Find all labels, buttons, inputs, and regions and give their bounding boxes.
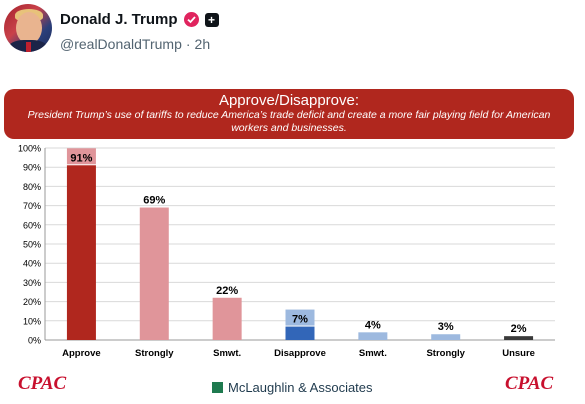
- category-label: Smwt.: [213, 348, 241, 359]
- data-label: 4%: [365, 319, 381, 331]
- bar: [66, 165, 96, 340]
- avatar-face: [16, 12, 42, 44]
- y-tick-label: 30%: [23, 278, 41, 288]
- category-label: Strongly: [135, 348, 174, 359]
- avatar-tie: [26, 42, 31, 52]
- y-tick-label: 90%: [23, 163, 41, 173]
- post-subheader: @realDonaldTrump · 2h: [60, 36, 210, 52]
- category-label: Strongly: [426, 348, 465, 359]
- chart-subtitle: President Trump’s use of tariffs to redu…: [27, 109, 551, 134]
- verified-badge-icon: [183, 12, 199, 27]
- chart-title: Approve/Disapprove:: [218, 92, 360, 109]
- category-label: Unsure: [502, 348, 535, 359]
- data-label: 7%: [292, 314, 308, 326]
- bar-chart: 0% 10% 20% 30% 40% 50% 60% 70% 80% 90% 100% 91% Appr…: [18, 144, 555, 359]
- y-tick-label: 100%: [18, 144, 41, 154]
- category-label: Smwt.: [359, 348, 387, 359]
- bar: [504, 336, 534, 340]
- y-tick-label: 20%: [23, 297, 41, 307]
- data-label: 2%: [511, 323, 527, 335]
- data-label: 22%: [216, 285, 238, 297]
- author-name[interactable]: Donald J. Trump: [60, 11, 178, 28]
- bar: [358, 332, 388, 340]
- bar: [431, 334, 461, 340]
- category-label: Disapprove: [274, 348, 326, 359]
- separator-dot: ·: [185, 36, 191, 52]
- bar: [139, 207, 169, 340]
- y-tick-label: 0%: [28, 336, 41, 346]
- post-timestamp[interactable]: 2h: [194, 36, 211, 52]
- bar: [285, 326, 315, 340]
- data-label: 69%: [143, 195, 165, 207]
- mclaughlin-icon: [212, 382, 223, 393]
- mclaughlin-logo: McLaughlin & Associates: [212, 380, 373, 395]
- data-label-box: [66, 148, 96, 165]
- y-tick-label: 70%: [23, 201, 41, 211]
- y-tick-label: 60%: [23, 220, 41, 230]
- y-tick-label: 40%: [23, 259, 41, 269]
- data-label: 3%: [438, 321, 454, 333]
- plus-icon[interactable]: +: [204, 12, 219, 27]
- post-header: Donald J. Trump +: [60, 11, 219, 28]
- category-label: Approve: [62, 348, 101, 359]
- data-label: 91%: [70, 152, 92, 164]
- data-label-box: [285, 309, 315, 326]
- y-tick-label: 50%: [23, 240, 41, 250]
- author-handle[interactable]: @realDonaldTrump: [60, 36, 182, 52]
- cpac-logo-left: CPAC: [18, 373, 67, 394]
- poll-chart-image[interactable]: Approve/Disapprove: President Trump’s us…: [0, 85, 585, 404]
- chart-banner: Approve/Disapprove: President Trump’s us…: [4, 89, 574, 139]
- author-avatar[interactable]: [4, 4, 52, 52]
- bar: [212, 297, 242, 340]
- mclaughlin-text: McLaughlin & Associates: [228, 380, 373, 395]
- y-tick-label: 10%: [23, 316, 41, 326]
- cpac-logo-right: CPAC: [505, 373, 554, 394]
- y-tick-label: 80%: [23, 182, 41, 192]
